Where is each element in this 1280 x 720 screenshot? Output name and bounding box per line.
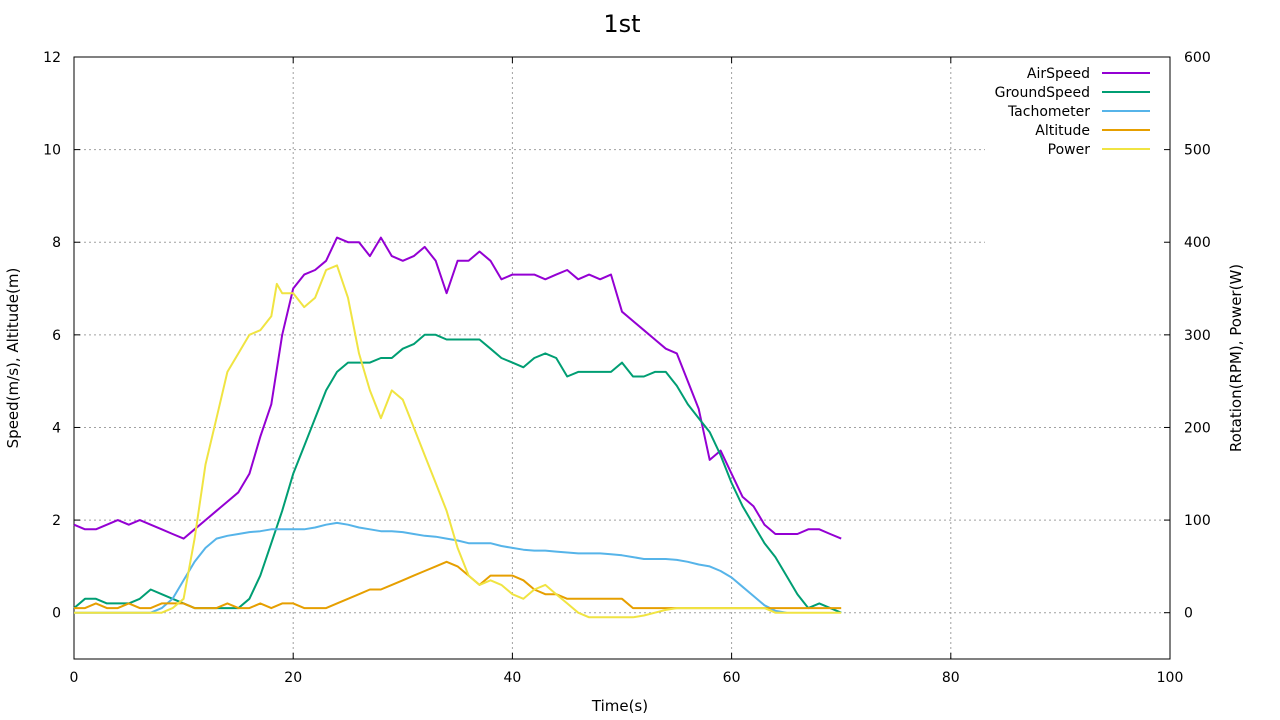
legend-label-airspeed: AirSpeed <box>1027 66 1090 82</box>
series-line-tachometer <box>74 521 787 614</box>
y-tick-label: 2 <box>52 513 61 529</box>
legend-label-power: Power <box>1048 142 1091 158</box>
y-tick-label: 8 <box>52 235 61 251</box>
y-tick-label: 12 <box>43 50 61 66</box>
series-lines <box>73 236 842 619</box>
legend-label-groundspeed: GroundSpeed <box>995 85 1090 101</box>
chart-title: 1st <box>603 10 640 38</box>
x-tick-label: 40 <box>503 670 521 686</box>
series-line-airspeed <box>73 236 842 540</box>
legend: AirSpeed GroundSpeed Tachometer Altitude Pow… <box>995 66 1150 158</box>
series-line-power <box>74 264 842 619</box>
y-tick-label: 4 <box>52 420 61 436</box>
y-tick-label: 10 <box>43 143 61 159</box>
y2-tick-label: 0 <box>1184 606 1193 622</box>
grid <box>74 57 1170 659</box>
x-tick-label: 60 <box>723 670 741 686</box>
y-tick-label: 6 <box>52 328 61 344</box>
legend-label-tachometer: Tachometer <box>1007 104 1090 120</box>
y2-tick-label: 500 <box>1184 143 1211 159</box>
y2-tick-label: 400 <box>1184 235 1211 251</box>
x-axis-label: Time(s) <box>591 697 648 715</box>
x-tick-label: 0 <box>70 670 79 686</box>
y2-axis-label: Rotation(RPM), Power(W) <box>1227 264 1245 452</box>
legend-label-altitude: Altitude <box>1035 123 1090 139</box>
y2-tick-label: 300 <box>1184 328 1211 344</box>
y2-tick-label: 200 <box>1184 420 1211 436</box>
ticks: 0 20 40 60 80 100 0 2 4 6 8 10 12 0 100 200 300 400 500 600 <box>43 50 1211 686</box>
x-tick-label: 80 <box>942 670 960 686</box>
y2-tick-label: 100 <box>1184 513 1211 529</box>
plot-frame <box>73 56 1171 660</box>
y2-tick-label: 600 <box>1184 50 1211 66</box>
x-tick-label: 20 <box>284 670 302 686</box>
y-tick-label: 0 <box>52 606 61 622</box>
x-tick-label: 100 <box>1157 670 1184 686</box>
y-axis-label: Speed(m/s), Altitude(m) <box>4 268 22 449</box>
